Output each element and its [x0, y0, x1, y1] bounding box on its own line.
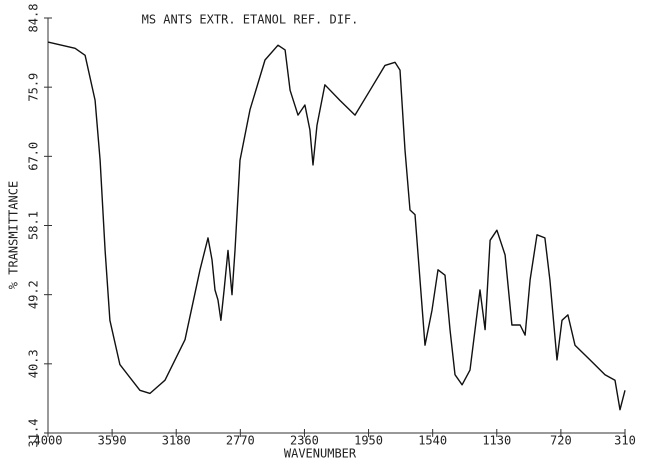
y-tick-label: 58.1: [27, 211, 41, 240]
x-tick-label: 3590: [98, 434, 127, 448]
y-axis-label: % TRANSMITTANCE: [7, 181, 21, 289]
x-axis-label: WAVENUMBER: [284, 447, 357, 461]
y-tick-label: 75.9: [27, 73, 41, 102]
y-tick-label: 40.3: [27, 349, 41, 378]
x-tick-label: 1540: [418, 434, 447, 448]
x-tick-label: 1130: [482, 434, 511, 448]
x-tick-label: 3180: [162, 434, 191, 448]
y-tick-label: 49.2: [27, 280, 41, 309]
spectrum-line: [47, 41, 626, 411]
x-tick-label: 1950: [354, 434, 383, 448]
chart-title: MS ANTS EXTR. ETANOL REF. DIF.: [142, 13, 359, 27]
x-tick-label: 720: [550, 434, 572, 448]
x-tick-label: 4000: [34, 434, 63, 448]
x-tick-label: 2770: [226, 434, 255, 448]
y-tick-label: 84.8: [27, 4, 41, 33]
y-tick-label: 31.4: [27, 419, 41, 448]
y-tick-label: 67.0: [27, 142, 41, 171]
x-tick-label: 310: [614, 434, 636, 448]
x-tick-label: 2360: [290, 434, 319, 448]
